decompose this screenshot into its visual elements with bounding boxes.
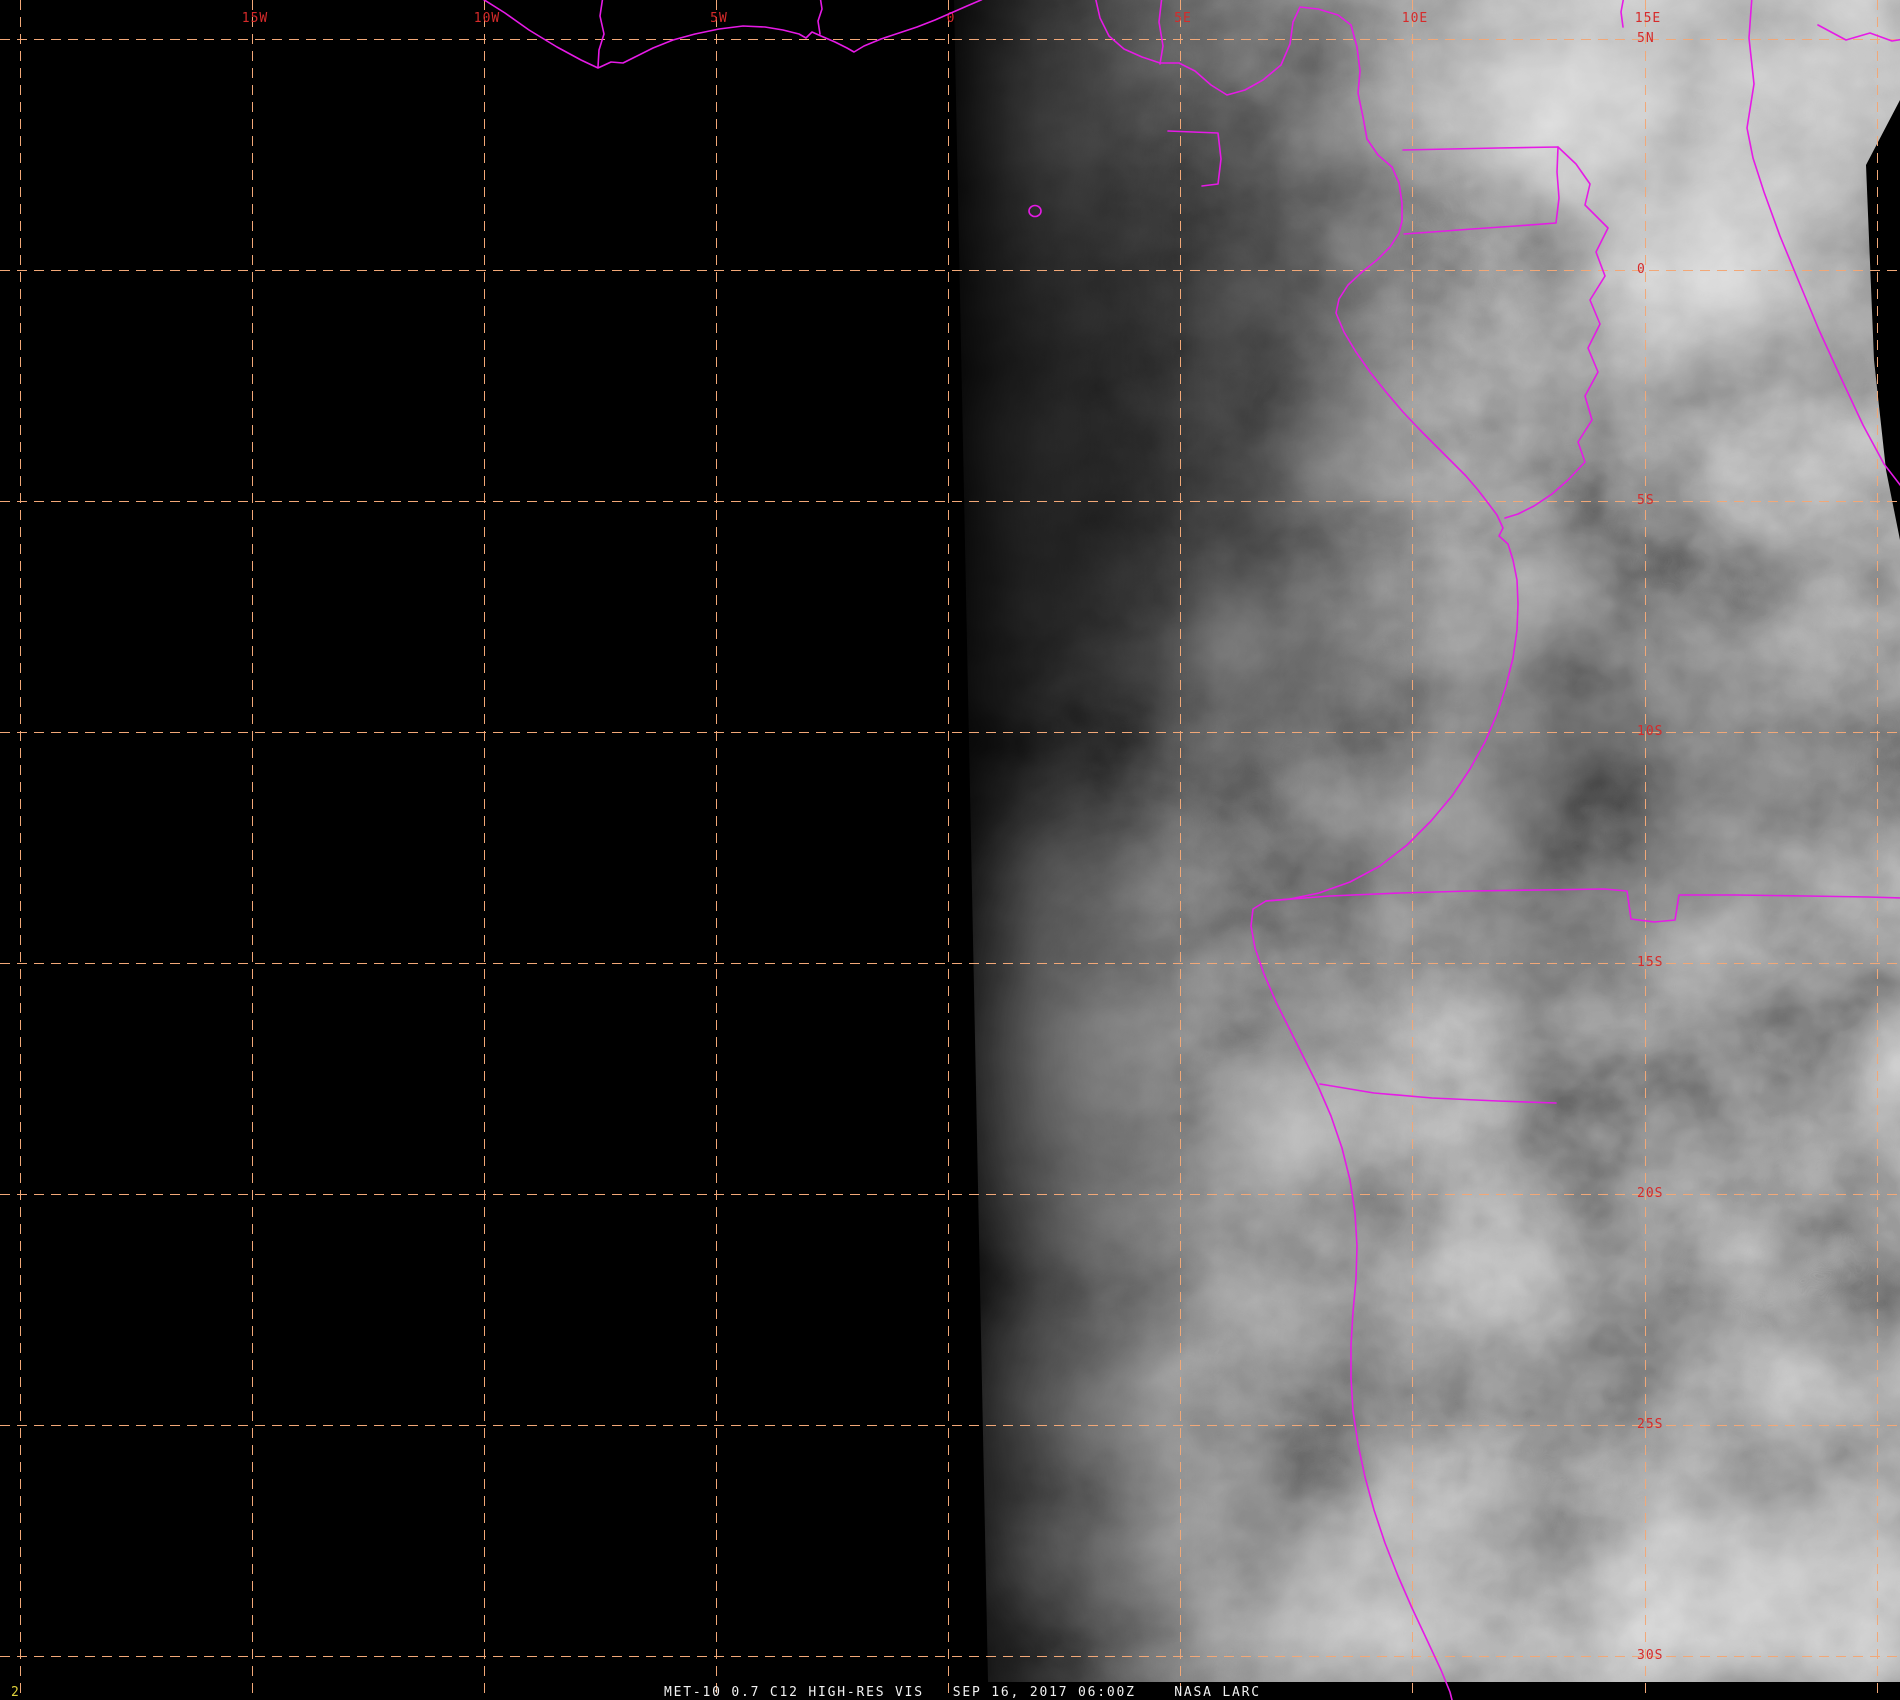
- image-caption: MET-10 0.7 C12 HIGH-RES VIS SEP 16, 2017…: [664, 1685, 1261, 1700]
- meridian-line: [948, 0, 949, 1700]
- longitude-label: 10W: [473, 11, 501, 26]
- longitude-label: 5W: [710, 11, 728, 26]
- frame-number: 2: [11, 1685, 19, 1700]
- longitude-label: 15W: [241, 11, 269, 26]
- meridian-line: [484, 0, 485, 1700]
- ivory-coast-ghana-border: [817, 0, 823, 35]
- meridian-line: [252, 0, 253, 1700]
- cloud-brightness-shading: [954, 0, 1900, 1682]
- meridian-line: [716, 0, 717, 1700]
- longitude-label: 0: [946, 11, 956, 26]
- gulf-of-guinea-coast: [482, 0, 983, 69]
- satellite-imagery: [954, 0, 1900, 1682]
- liberia-ivory-coast-border: [597, 0, 605, 68]
- meridian-line: [20, 0, 21, 1700]
